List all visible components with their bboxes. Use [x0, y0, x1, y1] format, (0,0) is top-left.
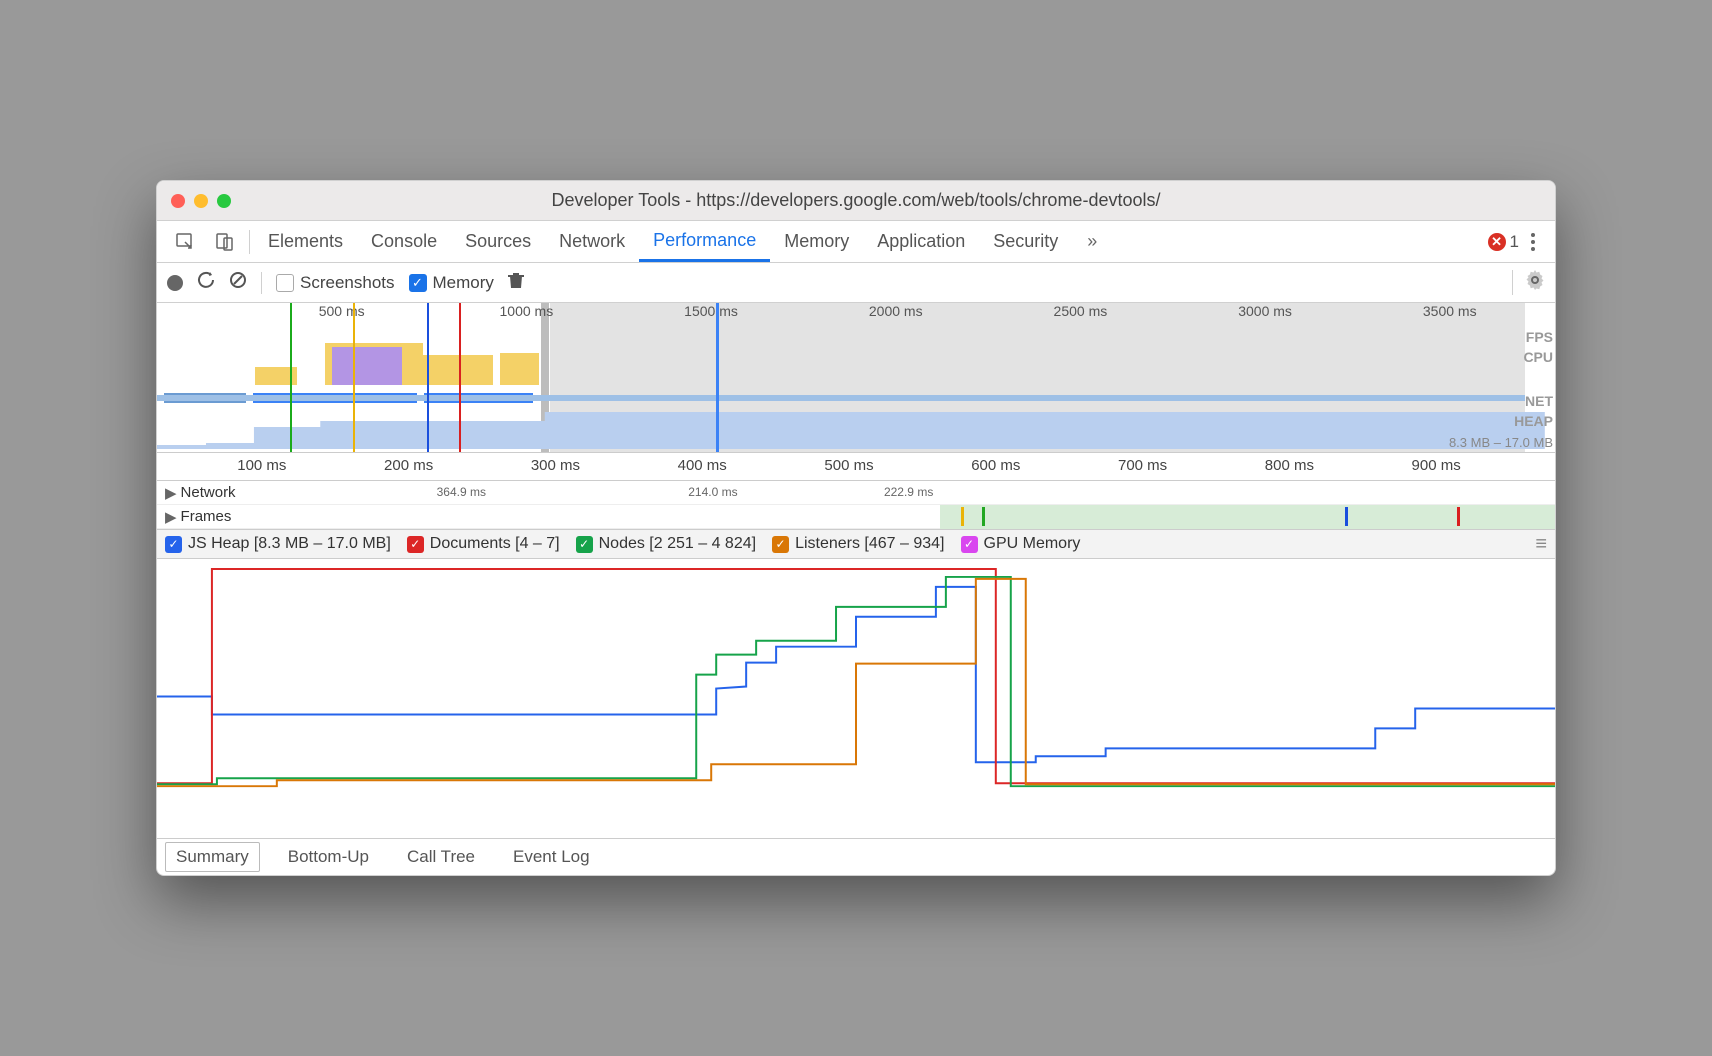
overview-pane[interactable]: 500 ms1000 ms1500 ms2000 ms2500 ms3000 m…: [157, 303, 1555, 453]
maximize-icon[interactable]: [217, 194, 231, 208]
tab-console[interactable]: Console: [357, 221, 451, 262]
devtools-tabbar: ElementsConsoleSourcesNetworkPerformance…: [157, 221, 1555, 263]
legend-jsheap[interactable]: ✓JS Heap [8.3 MB – 17.0 MB]: [165, 535, 391, 553]
network-track[interactable]: ▶ Network 364.9 ms214.0 ms222.9 ms: [157, 481, 1555, 505]
tab-performance[interactable]: Performance: [639, 221, 770, 262]
screenshots-toggle[interactable]: Screenshots: [276, 273, 395, 293]
settings-button[interactable]: [1512, 270, 1545, 295]
checkbox-icon: [276, 274, 294, 292]
separator: [261, 272, 262, 294]
checkbox-icon: ✓: [409, 274, 427, 292]
frames-track[interactable]: ▶ Frames: [157, 505, 1555, 529]
reload-button[interactable]: [197, 271, 215, 294]
more-tabs-icon[interactable]: »: [1078, 228, 1106, 256]
close-icon[interactable]: [171, 194, 185, 208]
memory-chart[interactable]: [157, 559, 1555, 839]
memory-toggle[interactable]: ✓Memory: [409, 273, 494, 293]
clear-button[interactable]: [229, 271, 247, 294]
bottom-tabs: Summary Bottom-Up Call Tree Event Log: [157, 839, 1555, 875]
track-label: Network: [181, 484, 236, 501]
perf-toolbar: Screenshots ✓Memory: [157, 263, 1555, 303]
legend-nodes[interactable]: ✓Nodes [2 251 – 4 824]: [576, 535, 756, 553]
tab-memory[interactable]: Memory: [770, 221, 863, 262]
legend-gpu[interactable]: ✓GPU Memory: [961, 535, 1081, 553]
time-ruler[interactable]: 100 ms200 ms300 ms400 ms500 ms600 ms700 …: [157, 453, 1555, 481]
device-mode-icon[interactable]: [211, 228, 239, 256]
inspect-icon[interactable]: [171, 228, 199, 256]
record-button[interactable]: [167, 275, 183, 291]
bottom-tab-bottom-up[interactable]: Bottom-Up: [278, 843, 379, 871]
memory-legend: ✓JS Heap [8.3 MB – 17.0 MB] ✓Documents [4…: [157, 529, 1555, 559]
window-title: Developer Tools - https://developers.goo…: [552, 190, 1161, 211]
minimize-icon[interactable]: [194, 194, 208, 208]
error-indicator[interactable]: ✕ 1: [1488, 232, 1519, 252]
tracks: ▶ Network 364.9 ms214.0 ms222.9 ms ▶ Fra…: [157, 481, 1555, 529]
tab-elements[interactable]: Elements: [254, 221, 357, 262]
bottom-tab-summary[interactable]: Summary: [165, 842, 260, 872]
legend-menu-icon[interactable]: ≡: [1535, 533, 1547, 556]
track-label: Frames: [181, 508, 232, 525]
tab-application[interactable]: Application: [863, 221, 979, 262]
bottom-tab-event-log[interactable]: Event Log: [503, 843, 600, 871]
main-tabs: ElementsConsoleSourcesNetworkPerformance…: [254, 221, 1072, 262]
tab-sources[interactable]: Sources: [451, 221, 545, 262]
expand-icon[interactable]: ▶: [157, 484, 181, 502]
error-icon: ✕: [1488, 233, 1506, 251]
separator: [249, 230, 250, 254]
tab-security[interactable]: Security: [979, 221, 1072, 262]
titlebar: Developer Tools - https://developers.goo…: [157, 181, 1555, 221]
error-count: 1: [1510, 232, 1519, 252]
traffic-lights: [171, 194, 231, 208]
delete-button[interactable]: [508, 271, 524, 294]
legend-documents[interactable]: ✓Documents [4 – 7]: [407, 535, 560, 553]
bottom-tab-call-tree[interactable]: Call Tree: [397, 843, 485, 871]
more-menu-icon[interactable]: [1531, 233, 1535, 251]
expand-icon[interactable]: ▶: [157, 508, 181, 526]
devtools-window: Developer Tools - https://developers.goo…: [156, 180, 1556, 876]
legend-listeners[interactable]: ✓Listeners [467 – 934]: [772, 535, 944, 553]
tab-network[interactable]: Network: [545, 221, 639, 262]
